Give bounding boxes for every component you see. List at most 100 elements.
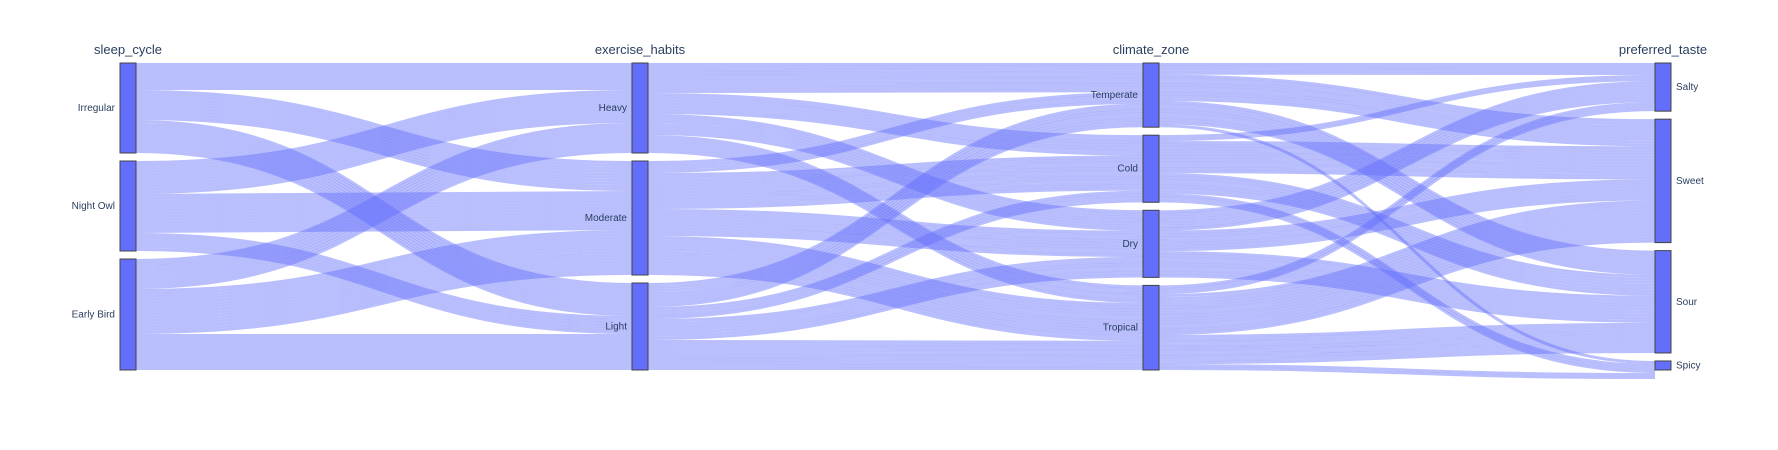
ribbon-exercise-habits-to-climate-zone[interactable] [647,271,1144,341]
ribbon-climate-zone-to-preferred-taste[interactable] [1158,175,1656,281]
category-bar-preferred-taste-sour[interactable] [1654,250,1672,354]
ribbon-exercise-habits-to-climate-zone[interactable] [647,214,1144,240]
ribbon-climate-zone-to-preferred-taste[interactable] [1158,87,1656,220]
ribbon-sleep-cycle-to-exercise-habits[interactable] [135,134,633,302]
ribbon-climate-zone-to-preferred-taste[interactable] [1158,203,1656,301]
ribbon-sleep-cycle-to-exercise-habits[interactable] [135,107,633,183]
ribbon-climate-zone-to-preferred-taste[interactable] [1158,364,1656,377]
ribbon-sleep-cycle-to-exercise-habits[interactable] [135,256,633,320]
ribbon-sleep-cycle-to-exercise-habits[interactable] [135,125,633,266]
ribbon-climate-zone-to-preferred-taste[interactable] [1158,191,1656,246]
ribbon-sleep-cycle-to-exercise-habits[interactable] [135,247,633,311]
ribbon-exercise-habits-to-climate-zone[interactable] [647,113,1144,214]
category-bar-exercise-habits-light[interactable] [631,282,649,371]
ribbon-climate-zone-to-preferred-taste[interactable] [1158,194,1656,249]
ribbon-climate-zone-to-preferred-taste[interactable] [1158,187,1656,293]
ribbon-sleep-cycle-to-exercise-habits[interactable] [135,134,633,275]
ribbon-exercise-habits-to-climate-zone[interactable] [647,211,1144,237]
ribbon-climate-zone-to-preferred-taste[interactable] [1158,102,1656,289]
ribbon-sleep-cycle-to-exercise-habits[interactable] [135,110,633,186]
ribbon-climate-zone-to-preferred-taste[interactable] [1158,367,1656,380]
ribbon-climate-zone-to-preferred-taste[interactable] [1158,103,1656,257]
ribbon-sleep-cycle-to-exercise-habits[interactable] [135,253,633,317]
ribbon-climate-zone-to-preferred-taste[interactable] [1158,215,1656,312]
ribbon-climate-zone-to-preferred-taste[interactable] [1158,161,1656,171]
ribbon-sleep-cycle-to-exercise-habits[interactable] [135,223,633,231]
ribbon-exercise-habits-to-climate-zone[interactable] [647,161,1144,183]
ribbon-sleep-cycle-to-exercise-habits[interactable] [135,119,633,287]
ribbon-exercise-habits-to-climate-zone[interactable] [647,116,1144,217]
ribbon-exercise-habits-to-climate-zone[interactable] [647,89,1144,94]
ribbon-sleep-cycle-to-exercise-habits[interactable] [135,232,633,320]
ribbon-sleep-cycle-to-exercise-habits[interactable] [135,104,633,180]
ribbon-climate-zone-to-preferred-taste[interactable] [1158,99,1656,231]
ribbon-sleep-cycle-to-exercise-habits[interactable] [135,128,633,269]
ribbon-climate-zone-to-preferred-taste[interactable] [1158,164,1656,174]
ribbon-exercise-habits-to-climate-zone[interactable] [647,170,1144,192]
ribbon-climate-zone-to-preferred-taste[interactable] [1158,115,1656,269]
ribbon-exercise-habits-to-climate-zone[interactable] [647,339,1144,344]
ribbon-exercise-habits-to-climate-zone[interactable] [647,199,1144,320]
ribbon-sleep-cycle-to-exercise-habits[interactable] [135,199,633,207]
ribbon-sleep-cycle-to-exercise-habits[interactable] [135,128,633,296]
ribbon-sleep-cycle-to-exercise-habits[interactable] [135,250,633,314]
ribbon-sleep-cycle-to-exercise-habits[interactable] [135,235,633,323]
ribbon-climate-zone-to-preferred-taste[interactable] [1158,197,1656,252]
ribbon-exercise-habits-to-climate-zone[interactable] [647,250,1144,321]
ribbon-sleep-cycle-to-exercise-habits[interactable] [135,146,633,314]
ribbon-climate-zone-to-preferred-taste[interactable] [1158,118,1656,272]
ribbon-climate-zone-to-preferred-taste[interactable] [1158,77,1656,126]
ribbon-exercise-habits-to-climate-zone[interactable] [647,149,1144,303]
ribbon-exercise-habits-to-climate-zone[interactable] [647,173,1144,195]
ribbon-climate-zone-to-preferred-taste[interactable] [1158,328,1656,344]
ribbon-climate-zone-to-preferred-taste[interactable] [1158,274,1656,323]
ribbon-exercise-habits-to-climate-zone[interactable] [647,345,1144,350]
ribbon-exercise-habits-to-climate-zone[interactable] [647,167,1144,189]
ribbon-exercise-habits-to-climate-zone[interactable] [647,146,1144,301]
ribbon-climate-zone-to-preferred-taste[interactable] [1158,193,1656,367]
ribbon-climate-zone-to-preferred-taste[interactable] [1158,96,1656,228]
ribbon-exercise-habits-to-climate-zone[interactable] [647,241,1144,312]
ribbon-exercise-habits-to-climate-zone[interactable] [647,103,1144,287]
ribbon-sleep-cycle-to-exercise-habits[interactable] [135,143,633,284]
ribbon-climate-zone-to-preferred-taste[interactable] [1158,75,1656,139]
ribbon-sleep-cycle-to-exercise-habits[interactable] [135,247,633,335]
category-bar-preferred-taste-sweet[interactable] [1654,118,1672,244]
ribbon-sleep-cycle-to-exercise-habits[interactable] [135,271,633,335]
ribbon-sleep-cycle-to-exercise-habits[interactable] [135,214,633,222]
category-bar-climate-zone-temperate[interactable] [1142,62,1160,128]
ribbon-exercise-habits-to-climate-zone[interactable] [647,95,1144,168]
ribbon-climate-zone-to-preferred-taste[interactable] [1158,349,1656,365]
ribbon-sleep-cycle-to-exercise-habits[interactable] [135,110,633,186]
ribbon-sleep-cycle-to-exercise-habits[interactable] [135,113,633,189]
ribbon-sleep-cycle-to-exercise-habits[interactable] [135,205,633,213]
ribbon-sleep-cycle-to-exercise-habits[interactable] [135,92,633,168]
ribbon-exercise-habits-to-climate-zone[interactable] [647,155,1144,177]
ribbon-climate-zone-to-preferred-taste[interactable] [1158,200,1656,298]
ribbon-sleep-cycle-to-exercise-habits[interactable] [135,238,633,326]
category-bar-climate-zone-cold[interactable] [1142,134,1160,203]
ribbon-climate-zone-to-preferred-taste[interactable] [1158,105,1656,292]
ribbon-climate-zone-to-preferred-taste[interactable] [1158,268,1656,317]
ribbon-climate-zone-to-preferred-taste[interactable] [1158,227,1656,324]
ribbon-sleep-cycle-to-exercise-habits[interactable] [135,140,633,281]
ribbon-exercise-habits-to-climate-zone[interactable] [647,143,1144,298]
ribbon-climate-zone-to-preferred-taste[interactable] [1158,80,1656,129]
ribbon-climate-zone-to-preferred-taste[interactable] [1158,78,1656,142]
ribbon-climate-zone-to-preferred-taste[interactable] [1158,155,1656,165]
ribbon-sleep-cycle-to-exercise-habits[interactable] [135,131,633,299]
ribbon-climate-zone-to-preferred-taste[interactable] [1158,97,1656,147]
ribbon-climate-zone-to-preferred-taste[interactable] [1158,84,1656,217]
ribbon-exercise-habits-to-climate-zone[interactable] [647,119,1144,220]
ribbon-exercise-habits-to-climate-zone[interactable] [647,348,1144,353]
ribbon-sleep-cycle-to-exercise-habits[interactable] [135,122,633,263]
ribbon-climate-zone-to-preferred-taste[interactable] [1158,190,1656,296]
ribbon-exercise-habits-to-climate-zone[interactable] [647,140,1144,295]
ribbon-climate-zone-to-preferred-taste[interactable] [1158,322,1656,338]
category-bar-sleep-cycle-early-bird[interactable] [119,258,137,371]
ribbon-exercise-habits-to-climate-zone[interactable] [647,86,1144,91]
ribbon-climate-zone-to-preferred-taste[interactable] [1158,271,1656,320]
ribbon-climate-zone-to-preferred-taste[interactable] [1158,331,1656,347]
ribbon-climate-zone-to-preferred-taste[interactable] [1158,188,1656,243]
ribbon-sleep-cycle-to-exercise-habits[interactable] [135,95,633,171]
